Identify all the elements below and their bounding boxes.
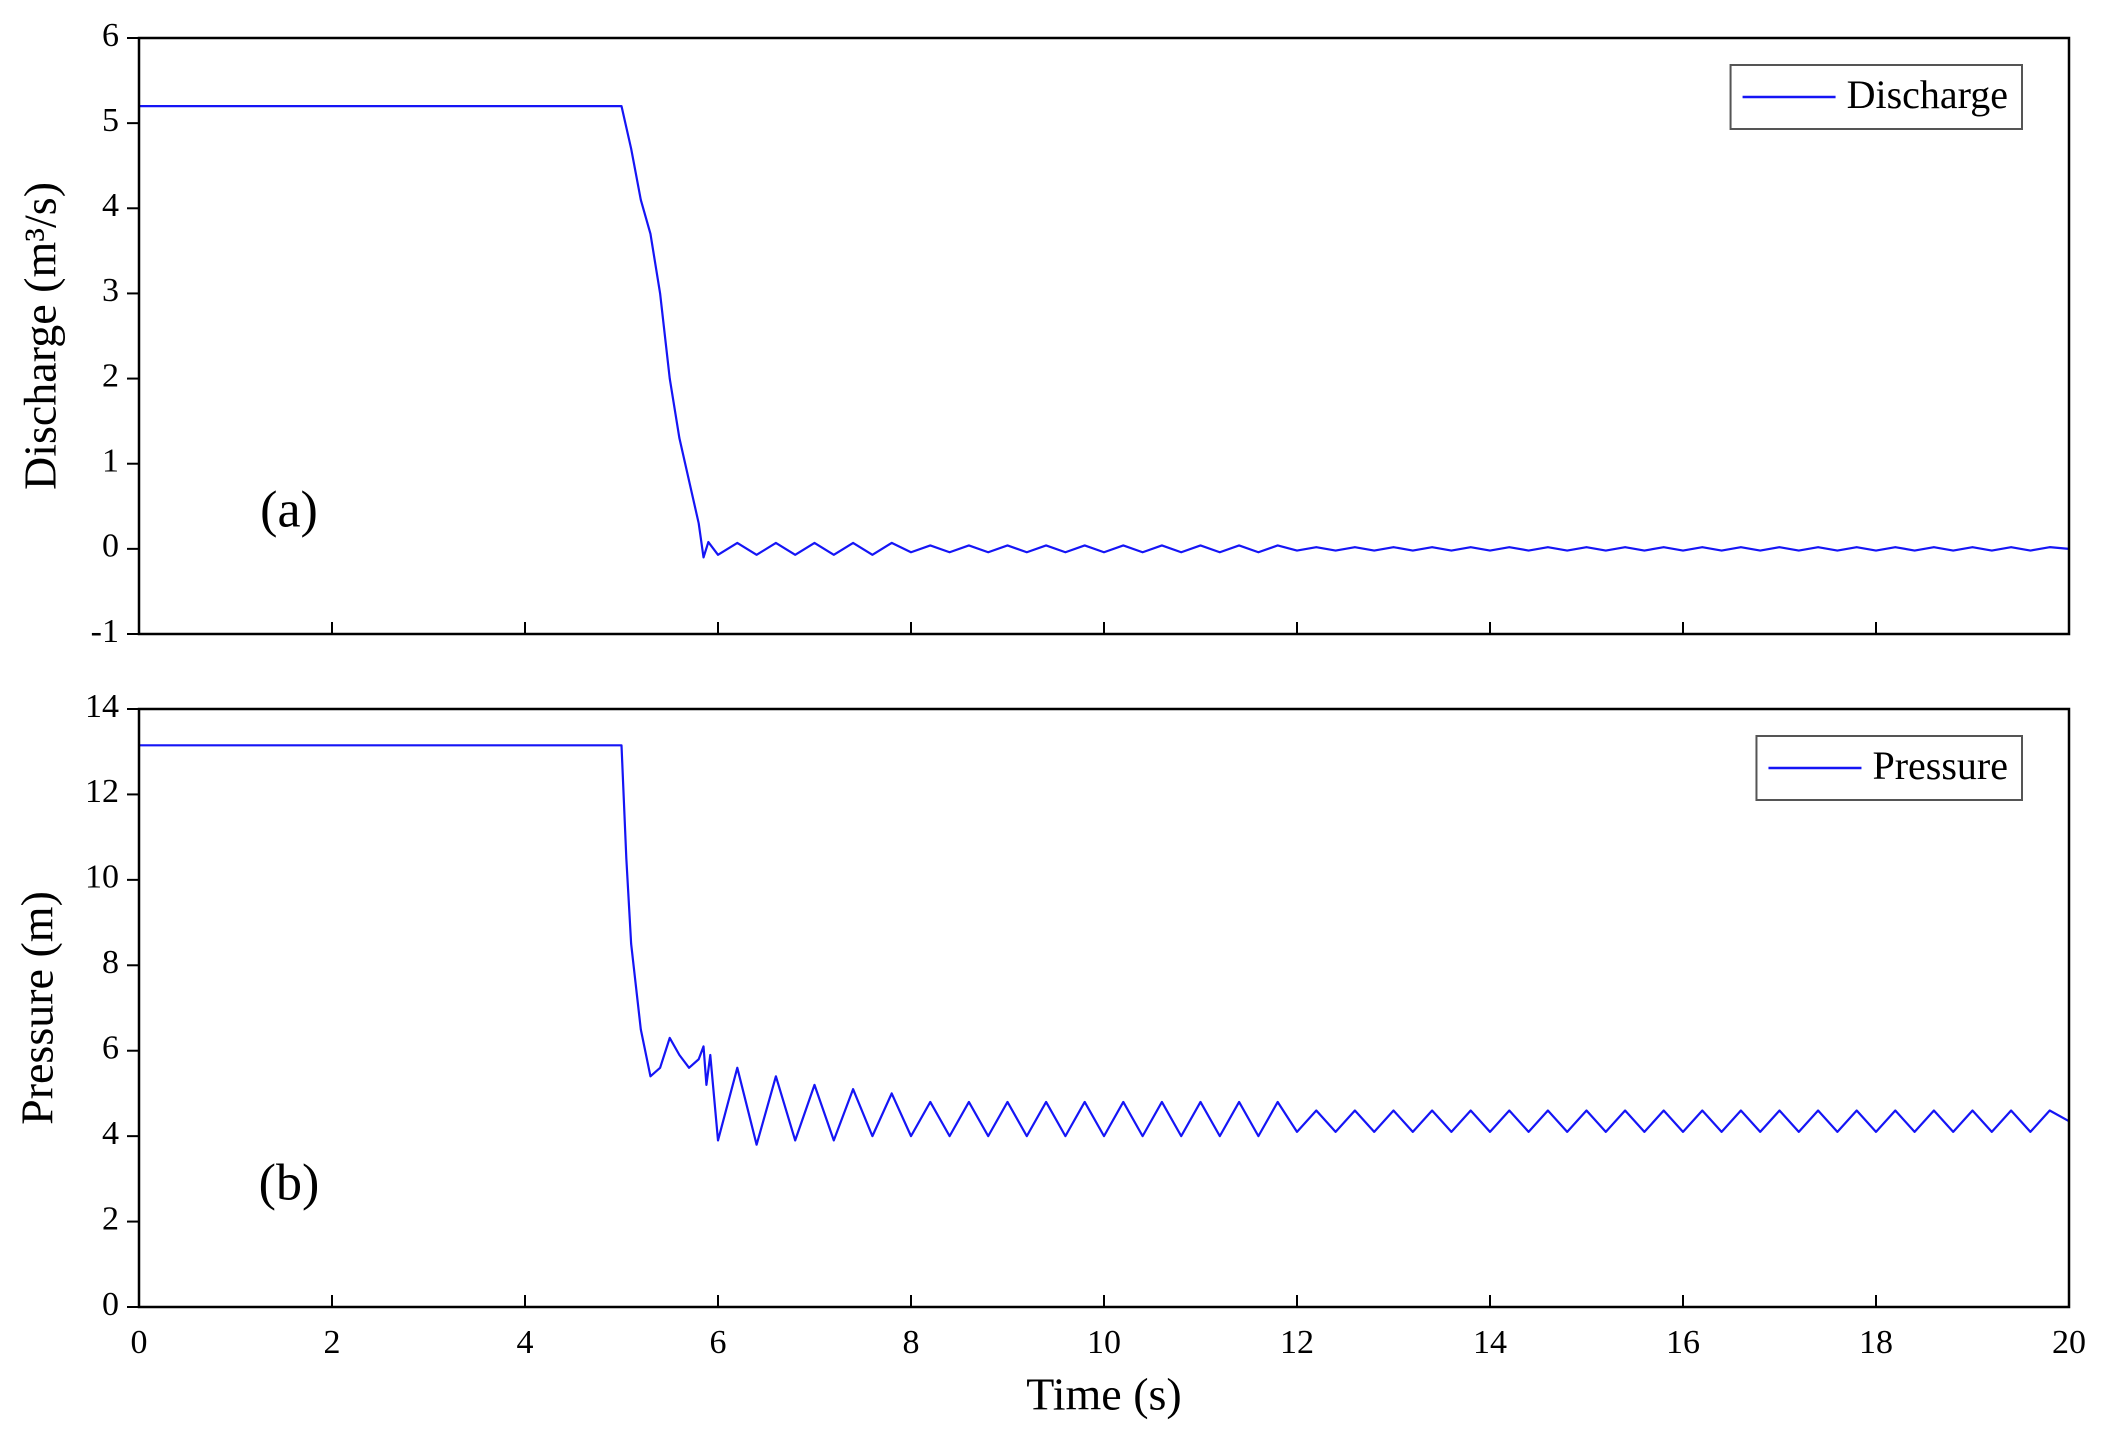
y-tick-label: -1: [91, 613, 119, 650]
y-tick-label: 6: [102, 1030, 119, 1067]
x-tick-label: 10: [1087, 1324, 1121, 1361]
y-axis-title: Pressure (m): [12, 891, 63, 1125]
y-tick-label: 5: [102, 102, 119, 139]
plot-frame: [137, 707, 2071, 1309]
y-tick-label: 1: [102, 443, 119, 480]
y-tick-label: 14: [85, 688, 119, 725]
chart-panel: 0 2 4 6 8 10 12 14 0 2 4 6 8 10 12 14 16 18 20 Pressure (m)…: [12, 688, 2086, 1420]
y-tick-label: 8: [102, 944, 119, 981]
x-tick-label: 0: [131, 1324, 148, 1361]
y-tick-label: 0: [102, 528, 119, 565]
y-tick-label: 12: [85, 773, 119, 810]
y-tick-label: 2: [102, 357, 119, 394]
x-tick-label: 2: [324, 1324, 341, 1361]
x-tick-label: 4: [517, 1324, 534, 1361]
data-line: [139, 105, 2070, 559]
x-tick-label: 14: [1473, 1324, 1507, 1361]
chart-panel: -1 0 1 2 3 4 5 6 Discharge (m³/s) (a) Discharge: [15, 17, 2071, 650]
x-tick-label: 8: [903, 1324, 920, 1361]
panel-label: (b): [259, 1154, 320, 1211]
legend: Pressure: [1755, 735, 2023, 801]
x-tick-label: 16: [1666, 1324, 1700, 1361]
x-tick-label: 20: [2052, 1324, 2086, 1361]
legend: Discharge: [1729, 64, 2023, 130]
y-tick-label: 3: [102, 272, 119, 309]
plot-frame: [137, 36, 2071, 636]
legend-label: Discharge: [1847, 72, 2008, 117]
y-tick-label: 6: [102, 17, 119, 54]
x-tick-label: 12: [1280, 1324, 1314, 1361]
data-line: [139, 744, 2070, 1146]
y-tick-label: 4: [102, 187, 119, 224]
legend-label: Pressure: [1872, 743, 2008, 788]
y-tick-label: 0: [102, 1286, 119, 1323]
x-tick-label: 18: [1859, 1324, 1893, 1361]
x-axis-title: Time (s): [1026, 1369, 1182, 1420]
panel-label: (a): [260, 482, 318, 539]
y-tick-label: 10: [85, 859, 119, 896]
x-tick-label: 6: [710, 1324, 727, 1361]
y-tick-label: 4: [102, 1115, 119, 1152]
y-axis-title: Discharge (m³/s): [15, 182, 66, 490]
y-tick-label: 2: [102, 1200, 119, 1237]
